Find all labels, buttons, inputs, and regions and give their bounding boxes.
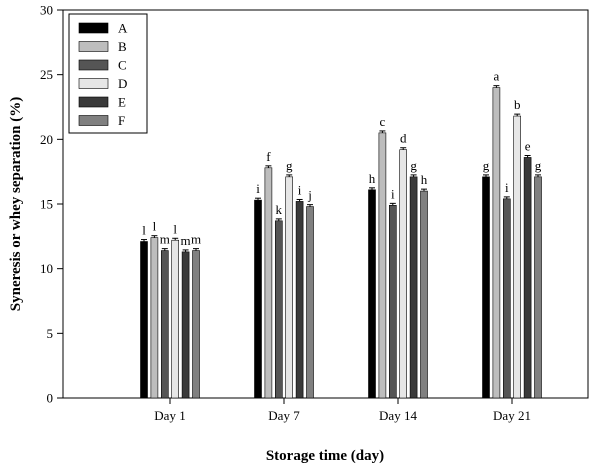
bar-E-day1 xyxy=(181,251,190,399)
significance-label: g xyxy=(286,158,293,173)
bar-B-day14 xyxy=(378,132,387,399)
legend-label-e: E xyxy=(118,95,126,110)
significance-label: e xyxy=(525,139,531,154)
y-tick-label: 10 xyxy=(40,261,53,276)
significance-label: g xyxy=(535,158,542,173)
bar-B-day1 xyxy=(150,237,159,399)
significance-label: f xyxy=(266,149,271,164)
significance-label: l xyxy=(173,221,177,236)
significance-label: g xyxy=(483,158,490,173)
significance-label: b xyxy=(514,97,521,112)
bar-F-day21 xyxy=(534,176,542,399)
bar-E-day14 xyxy=(409,176,418,399)
bar-F-day1 xyxy=(192,250,200,399)
bar-A-day21 xyxy=(482,176,490,399)
significance-label: m xyxy=(160,232,170,247)
bar-E-day21 xyxy=(523,157,532,399)
significance-label: h xyxy=(369,171,376,186)
x-axis: Day 1 Day 7 Day 14 Day 21 xyxy=(154,398,531,423)
bar-C-day14 xyxy=(388,204,397,399)
legend-label-f: F xyxy=(118,113,125,128)
bar-D-day14 xyxy=(399,149,408,399)
significance-label: a xyxy=(494,69,500,84)
legend-swatch-d xyxy=(78,78,109,89)
legend-swatch-a xyxy=(78,22,109,34)
bar-F-day14 xyxy=(420,190,428,399)
bar-B-day21 xyxy=(492,87,501,399)
significance-label: i xyxy=(505,180,509,195)
significance-label: l xyxy=(153,219,157,234)
legend-label-b: B xyxy=(118,39,127,54)
x-axis-title: Storage time (day) xyxy=(266,448,384,464)
bar-D-day1 xyxy=(171,239,179,399)
bar-E-day7 xyxy=(295,201,304,399)
bar-D-day21 xyxy=(513,115,522,399)
bar-A-day14 xyxy=(368,189,376,399)
significance-label: l xyxy=(142,223,146,238)
bar-B-day7 xyxy=(264,167,273,399)
y-axis: 0 5 10 15 20 25 30 xyxy=(40,3,63,406)
bar-C-day21 xyxy=(502,198,511,399)
legend-label-a: A xyxy=(118,21,128,36)
significance-label: g xyxy=(410,158,417,173)
bar-D-day7 xyxy=(285,176,294,399)
significance-label: i xyxy=(298,182,302,197)
significance-label: k xyxy=(276,202,283,217)
significance-label: m xyxy=(181,233,191,248)
bar-F-day7 xyxy=(306,206,314,399)
significance-label: m xyxy=(191,232,201,247)
significance-label: h xyxy=(421,172,428,187)
x-tick-label: Day 7 xyxy=(268,408,300,423)
y-tick-label: 25 xyxy=(40,67,53,82)
bar-C-day7 xyxy=(274,220,283,399)
bar-A-day7 xyxy=(254,199,262,399)
legend-swatch-e xyxy=(78,96,109,108)
x-tick-label: Day 21 xyxy=(493,408,531,423)
y-tick-label: 15 xyxy=(40,197,53,212)
legend-swatch-c xyxy=(78,59,109,71)
legend-swatch-b xyxy=(78,41,109,52)
y-tick-label: 5 xyxy=(47,326,54,341)
y-tick-label: 20 xyxy=(40,132,53,147)
x-tick-label: Day 1 xyxy=(154,408,185,423)
y-axis-title: Syneresis or whey separation (%) xyxy=(8,97,24,311)
y-tick-label: 30 xyxy=(40,3,53,18)
y-tick-label: 0 xyxy=(47,391,54,406)
legend-label-d: D xyxy=(118,76,127,91)
legend-label-c: C xyxy=(118,58,127,73)
legend-box xyxy=(68,13,148,134)
significance-label: c xyxy=(380,114,386,129)
bar-C-day1 xyxy=(161,250,169,399)
significance-label: j xyxy=(307,188,312,203)
legend-swatch-f xyxy=(78,115,109,126)
x-tick-label: Day 14 xyxy=(379,408,417,423)
bar-A-day1 xyxy=(140,241,148,399)
significance-label: d xyxy=(400,131,407,146)
significance-label: i xyxy=(391,186,395,201)
significance-label: i xyxy=(256,181,260,196)
